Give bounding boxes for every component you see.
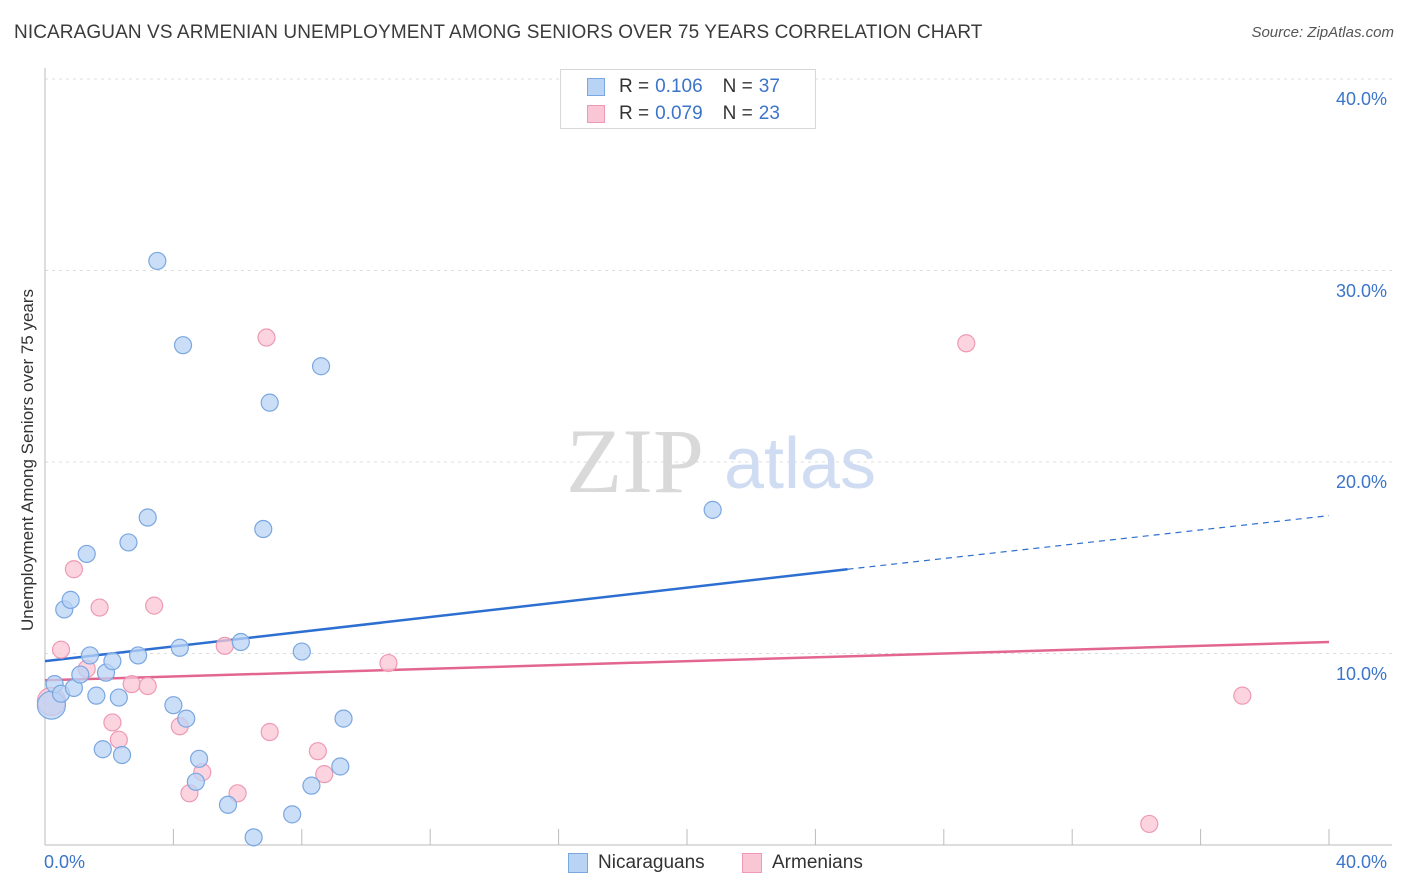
watermark-zip: ZIP xyxy=(566,410,704,512)
legend-item-nicaraguans[interactable]: Nicaraguans xyxy=(568,852,705,874)
point-nicaraguans xyxy=(87,686,106,705)
n-value: 23 xyxy=(758,103,780,124)
n-label: N = xyxy=(722,103,753,124)
point-nicaraguans xyxy=(61,590,80,609)
r-value: 0.079 xyxy=(655,103,703,124)
point-armenians xyxy=(257,328,276,347)
watermark: ZIP atlas xyxy=(566,410,876,512)
point-armenians xyxy=(1140,814,1159,834)
y-tick-label: 10.0% xyxy=(1336,663,1388,684)
point-nicaraguans xyxy=(80,646,100,665)
r-label: R = xyxy=(619,76,650,97)
point-nicaraguans xyxy=(109,688,128,707)
point-nicaraguans xyxy=(138,508,157,527)
legend-row-armenians: R = 0.079 N = 23 xyxy=(587,101,780,127)
point-armenians xyxy=(103,713,122,732)
point-nicaraguans xyxy=(302,776,321,795)
point-nicaraguans xyxy=(77,544,96,564)
point-nicaraguans xyxy=(334,709,353,728)
nicaraguans-swatch xyxy=(587,78,605,96)
point-nicaraguans xyxy=(186,772,205,791)
point-nicaraguans xyxy=(254,519,273,539)
point-nicaraguans xyxy=(93,740,112,759)
point-nicaraguans xyxy=(311,357,331,376)
axes xyxy=(44,68,1392,846)
legend-label: Armenians xyxy=(772,852,863,873)
point-nicaraguans xyxy=(331,757,350,776)
point-nicaraguans xyxy=(231,632,250,652)
point-nicaraguans xyxy=(189,749,209,768)
trend-lines xyxy=(44,515,1330,682)
point-nicaraguans xyxy=(244,828,263,847)
point-nicaraguans xyxy=(119,533,138,552)
point-armenians xyxy=(957,334,976,353)
correlation-legend: R = 0.106 N = 37 R = 0.079 N = 23 xyxy=(560,69,816,129)
series-legend: Nicaraguans Armenians xyxy=(0,852,1406,878)
y-tick-label: 30.0% xyxy=(1336,280,1388,301)
x-tick-label-min: 0.0% xyxy=(44,852,86,872)
y-tick-label: 20.0% xyxy=(1336,472,1388,492)
point-nicaraguans xyxy=(128,646,148,665)
point-nicaraguans xyxy=(283,805,302,824)
trend-line-nicaraguans-extrapolated xyxy=(847,515,1330,570)
r-value: 0.106 xyxy=(655,76,703,97)
point-nicaraguans xyxy=(112,745,132,765)
point-armenians xyxy=(90,598,109,617)
point-armenians xyxy=(64,560,83,579)
chart-title: NICARAGUAN VS ARMENIAN UNEMPLOYMENT AMON… xyxy=(14,22,983,43)
grid-lines xyxy=(45,78,1392,654)
nicaraguans-legend-swatch xyxy=(568,853,588,873)
point-nicaraguans xyxy=(103,652,122,671)
point-armenians xyxy=(379,653,398,673)
legend-row-nicaraguans: R = 0.106 N = 37 xyxy=(587,74,780,100)
point-nicaraguans xyxy=(703,500,722,519)
point-armenians xyxy=(109,730,128,749)
point-nicaraguans xyxy=(173,336,193,355)
point-armenians xyxy=(260,722,279,742)
y-tick-label: 40.0% xyxy=(1336,89,1388,109)
point-armenians xyxy=(138,676,157,696)
armenians-swatch xyxy=(587,105,605,123)
legend-item-armenians[interactable]: Armenians xyxy=(742,852,863,874)
armenians-legend-swatch xyxy=(742,853,762,873)
point-nicaraguans xyxy=(292,642,311,661)
point-nicaraguans xyxy=(260,393,279,412)
legend-label: Nicaraguans xyxy=(598,852,705,873)
point-armenians xyxy=(1233,686,1252,705)
r-label: R = xyxy=(619,103,650,124)
x-tick-label-max: 40.0% xyxy=(1336,852,1388,872)
point-armenians xyxy=(315,765,334,784)
trend-line-nicaraguans xyxy=(44,567,848,663)
source-label: Source: ZipAtlas.com xyxy=(1251,24,1394,41)
point-nicaraguans xyxy=(170,638,189,657)
point-nicaraguans xyxy=(177,709,196,728)
point-armenians xyxy=(215,636,234,655)
n-value: 37 xyxy=(758,76,780,97)
point-nicaraguans xyxy=(71,665,90,684)
point-armenians xyxy=(308,742,327,761)
watermark-atlas: atlas xyxy=(724,424,876,504)
point-armenians xyxy=(122,675,141,694)
point-armenians xyxy=(51,640,71,659)
n-label: N = xyxy=(722,76,753,97)
data-points xyxy=(36,251,1252,847)
point-armenians xyxy=(145,596,164,615)
point-nicaraguans xyxy=(164,696,183,715)
trend-line-armenians xyxy=(44,640,1330,682)
point-nicaraguans xyxy=(148,251,167,271)
point-nicaraguans xyxy=(218,795,238,814)
